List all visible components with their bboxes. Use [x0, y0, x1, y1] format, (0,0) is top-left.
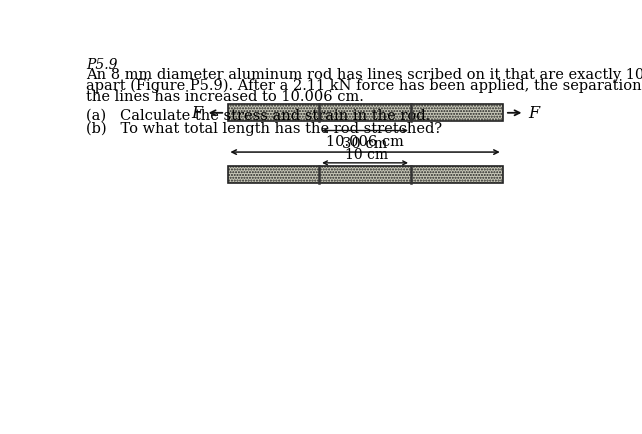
- Bar: [227, 167, 503, 184]
- Text: apart (Figure P5.9). After a 2.11 kN force has been applied, the separation betw: apart (Figure P5.9). After a 2.11 kN for…: [87, 79, 642, 93]
- Bar: [227, 105, 503, 122]
- Text: (a)   Calculate the stress and strain in the rod.: (a) Calculate the stress and strain in t…: [87, 108, 431, 122]
- Text: the lines has increased to 10.006 cm.: the lines has increased to 10.006 cm.: [87, 90, 364, 104]
- Text: (b)   To what total length has the rod stretched?: (b) To what total length has the rod str…: [87, 121, 442, 135]
- Text: 30 cm: 30 cm: [342, 136, 388, 151]
- Text: An 8 mm diameter aluminum rod has lines scribed on it that are exactly 10 cm: An 8 mm diameter aluminum rod has lines …: [87, 67, 642, 82]
- Text: F: F: [528, 105, 539, 122]
- Text: 10.006 cm: 10.006 cm: [326, 134, 404, 148]
- Text: P5.9: P5.9: [87, 57, 118, 72]
- Text: 10 cm: 10 cm: [345, 148, 388, 162]
- Text: F: F: [191, 105, 202, 122]
